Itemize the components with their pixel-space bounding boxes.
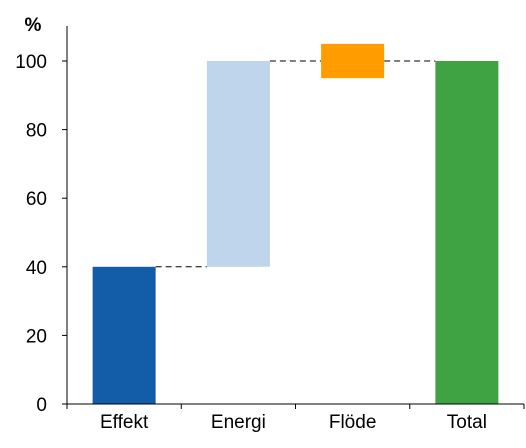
x-tick-label: Flöde bbox=[329, 412, 377, 433]
y-axis-ticks: 0 20 40 60 80 100 bbox=[15, 52, 67, 416]
x-tick-label: Energi bbox=[211, 412, 266, 433]
connector-lines bbox=[155, 60, 436, 268]
bar-flöde bbox=[321, 43, 385, 79]
y-tick-label: 40 bbox=[26, 258, 47, 279]
x-axis-ticks: Effekt Energi Flöde Total bbox=[66, 404, 525, 433]
y-tick-label: 100 bbox=[15, 52, 47, 73]
x-tick-label: Total bbox=[447, 412, 487, 433]
y-tick-label: 60 bbox=[26, 189, 47, 210]
y-axis-unit-label: % bbox=[25, 15, 42, 36]
bar-total bbox=[435, 61, 499, 404]
x-tick-label: Effekt bbox=[100, 412, 149, 433]
bar-energi bbox=[206, 61, 270, 267]
bar-effekt bbox=[92, 266, 156, 404]
y-tick-label: 0 bbox=[36, 395, 47, 416]
y-tick-label: 80 bbox=[26, 121, 47, 142]
y-tick-label: 20 bbox=[26, 326, 47, 347]
bars bbox=[92, 43, 499, 404]
